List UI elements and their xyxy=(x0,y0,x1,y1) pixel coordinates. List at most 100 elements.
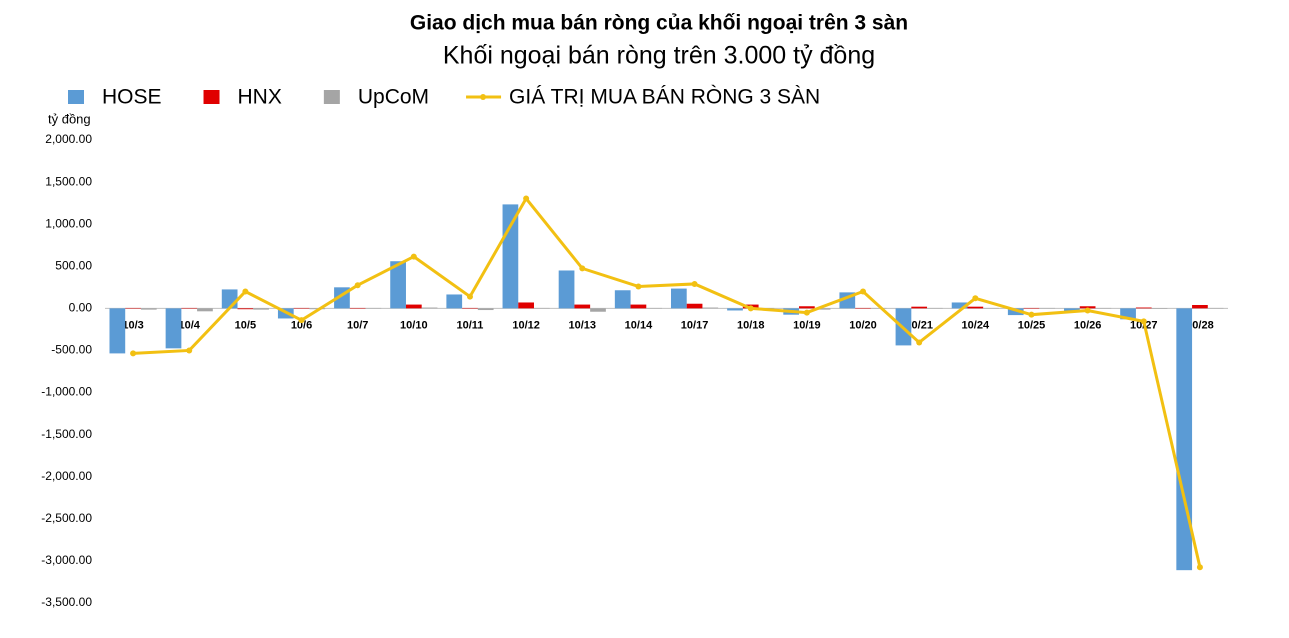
bar xyxy=(983,307,999,309)
line-point xyxy=(466,293,473,300)
y-tick-label: -2,500.00 xyxy=(41,511,92,525)
legend-swatch xyxy=(68,90,84,104)
bar xyxy=(1207,307,1224,309)
bar xyxy=(1079,306,1096,309)
bar xyxy=(1192,304,1208,309)
bar xyxy=(477,308,494,311)
x-tick-label: 10/17 xyxy=(681,319,709,331)
bar xyxy=(165,308,182,349)
bar xyxy=(140,308,157,310)
bar xyxy=(686,303,703,309)
bar xyxy=(870,307,887,309)
bar xyxy=(502,204,519,309)
y-tick-label: -1,000.00 xyxy=(41,385,92,399)
legend-swatch xyxy=(203,90,220,104)
bar xyxy=(125,307,141,309)
y-tick-label: 1,000.00 xyxy=(45,216,92,230)
legend-label: UpCoM xyxy=(358,86,429,109)
line-point xyxy=(354,282,361,289)
bar xyxy=(405,304,422,309)
line-point xyxy=(410,253,417,260)
x-tick-label: 10/21 xyxy=(905,319,933,331)
line-point xyxy=(186,347,193,354)
bar xyxy=(1135,307,1152,309)
bar xyxy=(237,308,254,310)
bar xyxy=(349,307,366,309)
x-tick-label: 10/11 xyxy=(457,319,484,331)
bar xyxy=(1151,308,1168,309)
x-tick-label: 10/5 xyxy=(235,319,256,331)
bar xyxy=(462,307,478,309)
bar xyxy=(670,288,687,309)
bar xyxy=(1023,307,1040,309)
y-tick-label: -3,000.00 xyxy=(41,553,92,567)
y-tick-label: 500.00 xyxy=(55,258,92,272)
line-point xyxy=(916,339,923,346)
bar xyxy=(390,261,406,309)
x-tick-label: 10/7 xyxy=(347,319,368,331)
bar xyxy=(558,270,575,309)
line-point xyxy=(803,309,810,316)
x-tick-label: 10/19 xyxy=(793,319,821,331)
x-tick-label: 10/24 xyxy=(962,319,990,331)
line-point xyxy=(242,288,249,295)
bar xyxy=(702,307,719,309)
line-point xyxy=(1028,311,1035,318)
chart-subtitle: Khối ngoại bán ròng trên 3.000 tỷ đồng xyxy=(443,42,875,70)
bar xyxy=(727,308,743,311)
x-tick-label: 10/20 xyxy=(849,319,877,331)
x-tick-label: 10/4 xyxy=(179,319,201,331)
y-axis-label: tỷ đồng xyxy=(48,111,91,126)
bar xyxy=(1176,308,1193,571)
y-tick-label: -500.00 xyxy=(51,343,92,357)
y-tick-label: 2,000.00 xyxy=(45,132,92,146)
line-point xyxy=(579,265,586,272)
line-point xyxy=(747,305,754,312)
y-tick-label: -1,500.00 xyxy=(41,427,92,441)
legend-swatch xyxy=(323,90,340,104)
x-tick-label: 10/3 xyxy=(122,319,143,331)
bar xyxy=(967,306,984,309)
bar xyxy=(590,308,606,312)
bar xyxy=(533,307,550,309)
bar xyxy=(1007,308,1024,316)
x-tick-label: 10/14 xyxy=(625,319,653,331)
x-tick-label: 10/13 xyxy=(569,319,597,331)
bar xyxy=(197,308,213,312)
x-tick-label: 10/28 xyxy=(1186,319,1214,331)
line-point xyxy=(523,195,530,202)
legend-label: GIÁ TRỊ MUA BÁN RÒNG 3 SÀN xyxy=(509,86,820,109)
bar xyxy=(630,304,647,309)
bar xyxy=(221,289,238,309)
bar xyxy=(814,308,831,310)
x-tick-label: 10/26 xyxy=(1074,319,1102,331)
y-tick-label: -3,500.00 xyxy=(41,595,92,609)
line-point xyxy=(1196,564,1203,571)
x-tick-label: 10/12 xyxy=(512,319,540,331)
line xyxy=(132,195,1202,568)
bar xyxy=(855,307,871,309)
line-point xyxy=(130,350,137,357)
bar xyxy=(293,307,310,309)
bar xyxy=(799,306,815,309)
x-tick-label: 10/6 xyxy=(291,319,312,331)
legend-label: HOSE xyxy=(102,86,162,109)
legend-label: HNX xyxy=(238,86,282,109)
legend-marker xyxy=(480,94,487,100)
x-tick-label: 10/18 xyxy=(737,319,765,331)
y-tick-label: -2,000.00 xyxy=(41,469,92,483)
x-tick-label: 10/25 xyxy=(1018,319,1046,331)
bar xyxy=(1064,308,1080,312)
bar xyxy=(365,307,382,309)
line-point xyxy=(1140,318,1147,325)
line-point xyxy=(635,283,642,290)
line-point xyxy=(691,280,698,287)
line-point xyxy=(860,288,867,295)
bar xyxy=(1039,307,1056,309)
bar xyxy=(421,307,438,309)
bar xyxy=(109,308,126,354)
bar xyxy=(614,290,631,309)
line-point xyxy=(1084,307,1091,314)
x-tick-label: 10/10 xyxy=(400,319,428,331)
